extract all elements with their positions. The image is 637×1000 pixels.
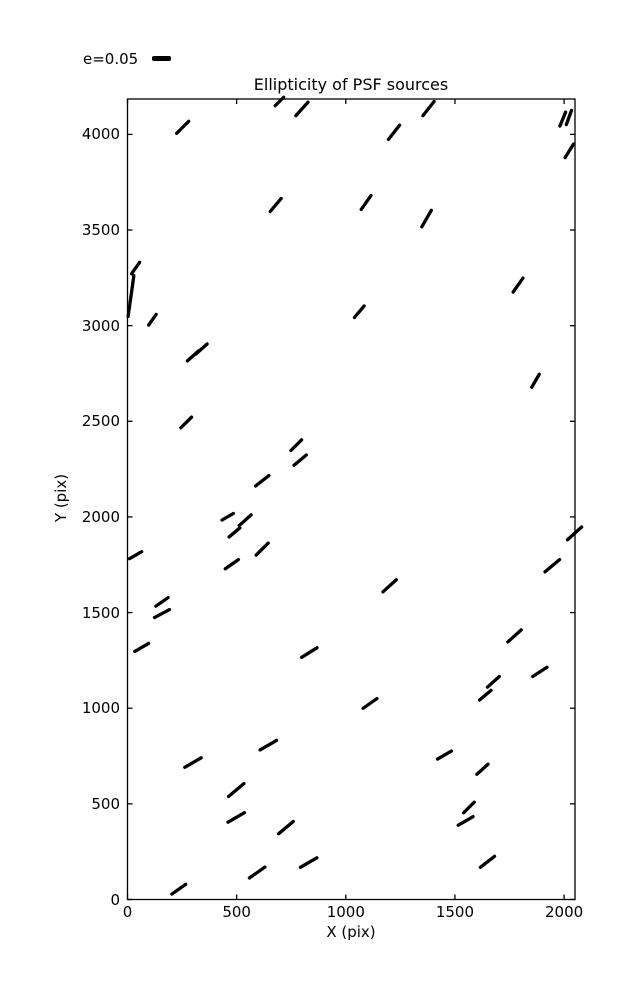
ellipticity-segment — [298, 856, 319, 869]
y-tick-label: 0 — [110, 890, 120, 909]
y-tick-label: 3000 — [81, 316, 120, 335]
ellipticity-segment — [531, 665, 549, 679]
ellipticity-segment — [435, 749, 454, 761]
ellipticity-segment — [253, 473, 271, 488]
ellipticity-segment — [478, 854, 497, 870]
ellipticity-segment — [289, 438, 304, 453]
ellipticity-segment — [558, 110, 568, 128]
legend-line-sample — [152, 56, 171, 61]
ellipticity-segment — [359, 193, 373, 212]
ellipticity-segment — [352, 304, 366, 320]
ellipticity-segment — [292, 453, 308, 467]
ellipticity-segment — [381, 578, 399, 594]
ellipticity-segment — [300, 646, 319, 659]
y-axis-label: Y (pix) — [52, 473, 70, 523]
ellipticity-segment — [511, 276, 525, 294]
ellipticity-segment — [461, 800, 476, 815]
y-tick-label: 2000 — [81, 507, 120, 526]
y-tick-label: 3500 — [81, 221, 120, 240]
ellipticity-segment — [220, 511, 235, 522]
x-tick-label: 0 — [122, 903, 133, 921]
ellipticity-segment — [565, 525, 584, 542]
ellipticity-segment — [227, 526, 242, 539]
ellipticity-segment — [127, 550, 144, 561]
ellipticity-segment — [226, 782, 246, 799]
x-tick-label: 1000 — [326, 903, 365, 921]
ellipticity-segment — [420, 208, 433, 229]
x-tick-label: 2000 — [544, 903, 584, 921]
ellipticity-segment — [361, 696, 379, 710]
ellipticity-segment — [564, 108, 574, 127]
y-tick-label: 1500 — [81, 603, 120, 622]
ellipticity-segment — [133, 641, 151, 654]
ellipticity-segment — [154, 595, 170, 608]
legend-label: e=0.05 — [83, 50, 139, 68]
ellipticity-segment — [506, 628, 523, 644]
y-tick-label: 2500 — [81, 412, 120, 431]
chart-title: Ellipticity of PSF sources — [253, 75, 449, 94]
ellipticity-segment — [268, 196, 283, 214]
ellipticity-segment — [194, 342, 209, 356]
y-tick-label: 500 — [91, 794, 120, 813]
ellipticity-segment — [475, 762, 490, 776]
ellipticity-segment — [126, 274, 136, 318]
ellipticity-segment — [421, 99, 436, 118]
ellipticity-segment — [485, 674, 501, 689]
ellipticity-segment — [226, 811, 247, 824]
ellipticity-segment — [277, 819, 295, 836]
ellipticity-segment — [129, 260, 142, 276]
ellipticity-segment — [258, 738, 279, 752]
ellipticity-segment — [386, 123, 402, 142]
ellipticity-segment — [456, 814, 475, 827]
ellipticity-segment — [175, 119, 191, 135]
ellipticity-segment — [237, 513, 253, 528]
x-axis-label: X (pix) — [326, 923, 376, 941]
ellipticity-segment — [247, 865, 267, 880]
ellipticity-segment — [530, 372, 541, 389]
ellipticity-segment — [147, 312, 158, 327]
y-tick-label: 1000 — [81, 699, 120, 718]
ellipticity-segment — [223, 557, 241, 571]
ellipticity-segment — [543, 557, 562, 574]
ellipticity-segment — [254, 541, 270, 557]
axes-box — [126, 98, 576, 901]
ellipticity-segment — [152, 607, 172, 620]
ellipticity-segment — [273, 95, 286, 108]
ellipticity-segment — [563, 142, 576, 160]
x-tick-label: 1500 — [435, 903, 475, 921]
ellipticity-segment — [179, 415, 194, 430]
ellipticity-segment — [294, 100, 310, 118]
ellipticity-segment — [183, 756, 203, 769]
y-tick-label: 4000 — [81, 125, 120, 144]
x-tick-label: 500 — [222, 903, 251, 921]
ellipticity-segment — [170, 882, 188, 896]
ellipticity-segment — [477, 688, 493, 702]
